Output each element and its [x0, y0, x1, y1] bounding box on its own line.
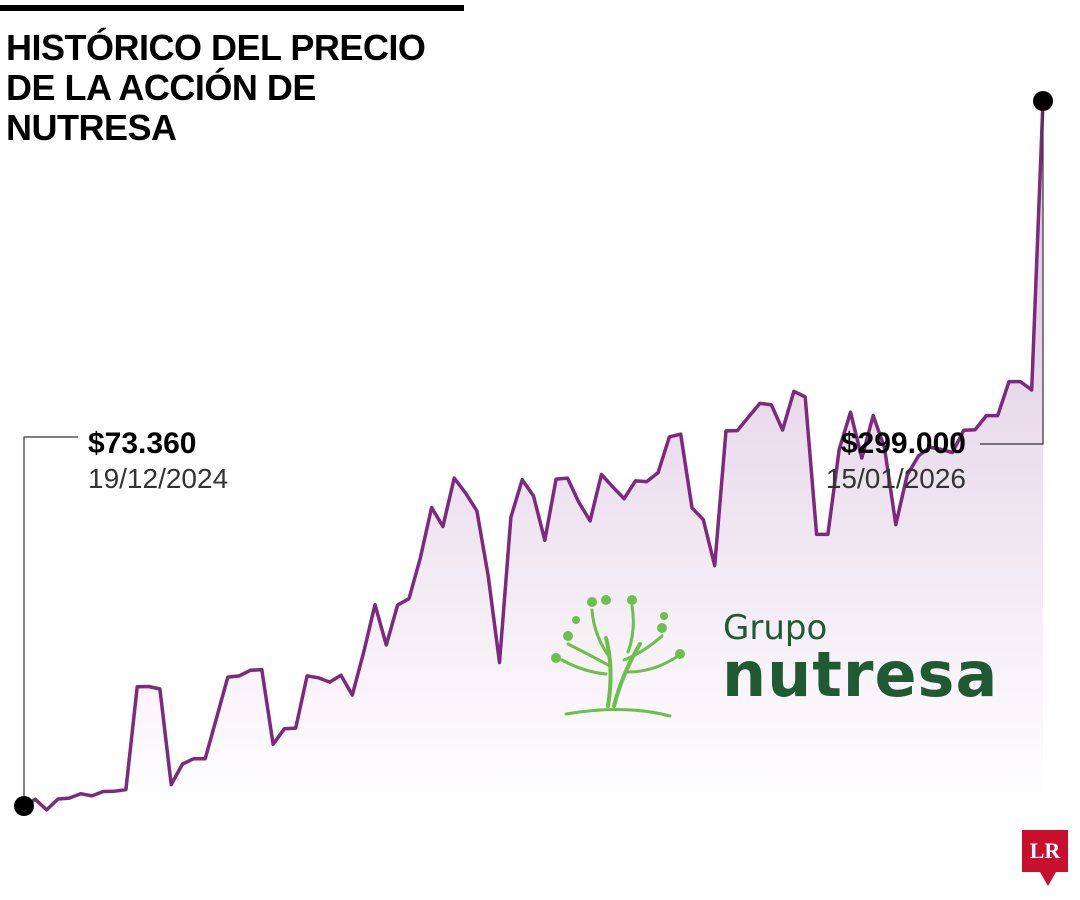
start-price-label: $73.360 [88, 427, 196, 460]
start-point-marker [14, 796, 34, 816]
end-price-label: $299.000 [841, 427, 966, 460]
area-fill [24, 101, 1043, 810]
lr-logo-tail [1040, 872, 1056, 886]
end-point-marker [1033, 91, 1053, 111]
end-date-label: 15/01/2026 [826, 463, 966, 494]
page-title: HISTÓRICO DEL PRECIO DE LA ACCIÓN DE NUT… [6, 27, 426, 148]
start-date-label: 19/12/2024 [88, 463, 228, 494]
top-rule [0, 5, 464, 11]
tree-icon [560, 604, 680, 718]
lr-logo-badge: LR [1022, 830, 1068, 872]
leader-line-last [980, 111, 1044, 445]
price-line [23, 100, 1045, 812]
brand-line-nutresa: nutresa [722, 638, 999, 711]
brand-line-grupo: Grupo [723, 608, 828, 648]
grupo-nutresa-logo [551, 595, 685, 718]
leader-line-first [23, 436, 78, 796]
